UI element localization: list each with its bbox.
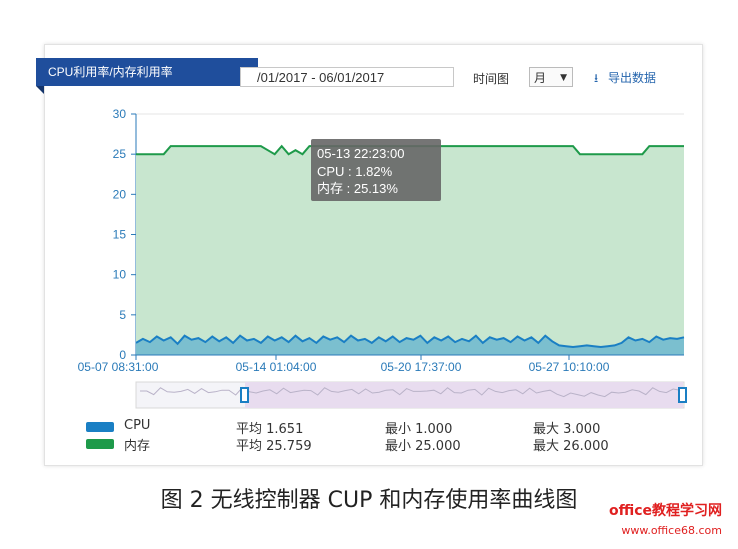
usage-chart[interactable]: 0 5 10 15 20 25 30 05-07 08:31:00 05-14 01:04:0… bbox=[0, 0, 738, 420]
series-area-memory bbox=[136, 146, 684, 355]
y-tick-label: 5 bbox=[119, 308, 126, 322]
tooltip-time: 05-13 22:23:00 bbox=[317, 146, 404, 161]
y-tick-label: 25 bbox=[113, 147, 127, 161]
y-tick-label: 15 bbox=[113, 228, 127, 242]
panel-title-ribbon: CPU利用率/内存利用率 bbox=[36, 58, 258, 94]
range-navigator[interactable] bbox=[135, 381, 687, 409]
legend-min: 最小 25.000 bbox=[385, 439, 461, 454]
figure-caption: 图 2 无线控制器 CUP 和内存使用率曲线图 bbox=[160, 488, 578, 513]
navigator-selection[interactable] bbox=[245, 382, 683, 408]
chevron-down-icon: ▼ bbox=[560, 73, 567, 83]
legend-swatch-cpu bbox=[86, 422, 114, 432]
time-chart-label: 时间图 bbox=[473, 72, 510, 86]
legend-name: 内存 bbox=[124, 439, 151, 454]
legend-min: 最小 1.000 bbox=[385, 422, 453, 437]
tooltip-mem: 内存 : 25.13% bbox=[317, 181, 398, 196]
navigator-handle-left[interactable] bbox=[240, 387, 249, 403]
legend-max: 最大 3.000 bbox=[533, 422, 601, 437]
legend-row-cpu[interactable]: CPU 平均 1.651 最小 1.000 最大 3.000 bbox=[86, 418, 686, 437]
x-tick-label: 05-07 08:31:00 bbox=[78, 360, 159, 374]
y-tick-label: 0 bbox=[119, 348, 126, 362]
x-tick-label: 05-20 17:37:00 bbox=[381, 360, 462, 374]
y-axis: 0 5 10 15 20 25 30 bbox=[113, 107, 137, 362]
x-axis: 05-07 08:31:00 05-14 01:04:00 05-20 17:37:… bbox=[78, 354, 684, 374]
x-tick-label: 05-14 01:04:00 bbox=[236, 360, 317, 374]
period-select-value: 月 bbox=[534, 71, 547, 85]
legend-max: 最大 26.000 bbox=[533, 439, 609, 454]
watermark-title: office教程学习网 bbox=[608, 503, 722, 519]
legend-avg: 平均 25.759 bbox=[236, 439, 312, 454]
watermark-url: www.office68.com bbox=[621, 524, 722, 537]
legend-name: CPU bbox=[124, 418, 151, 433]
y-tick-label: 30 bbox=[113, 107, 127, 121]
period-select[interactable]: 月 ▼ bbox=[529, 67, 573, 87]
chart-tooltip: 05-13 22:23:00 CPU : 1.82% 内存 : 25.13% bbox=[311, 139, 441, 201]
tooltip-box bbox=[311, 139, 441, 201]
legend-row-memory[interactable]: 内存 平均 25.759 最小 25.000 最大 26.000 bbox=[86, 435, 686, 454]
series-line-cpu bbox=[135, 334, 685, 349]
chart-areas bbox=[135, 144, 685, 355]
export-data-button[interactable]: ⭳ 导出数据 bbox=[594, 69, 656, 90]
tooltip-cpu: CPU : 1.82% bbox=[317, 164, 393, 179]
download-icon: ⭳ bbox=[594, 71, 599, 85]
y-tick-label: 10 bbox=[113, 268, 127, 282]
legend-swatch-memory bbox=[86, 439, 114, 449]
legend-avg: 平均 1.651 bbox=[236, 422, 304, 437]
navigator-handle-right[interactable] bbox=[678, 387, 687, 403]
x-tick-label: 05-27 10:10:00 bbox=[529, 360, 610, 374]
chart-legend: CPU 平均 1.651 最小 1.000 最大 3.000 内存 平均 25.… bbox=[86, 418, 686, 458]
date-range-input[interactable]: /01/2017 - 06/01/2017 bbox=[240, 67, 454, 87]
y-tick-label: 20 bbox=[113, 187, 127, 201]
export-label: 导出数据 bbox=[608, 71, 657, 85]
navigator-sparkline bbox=[140, 386, 681, 398]
